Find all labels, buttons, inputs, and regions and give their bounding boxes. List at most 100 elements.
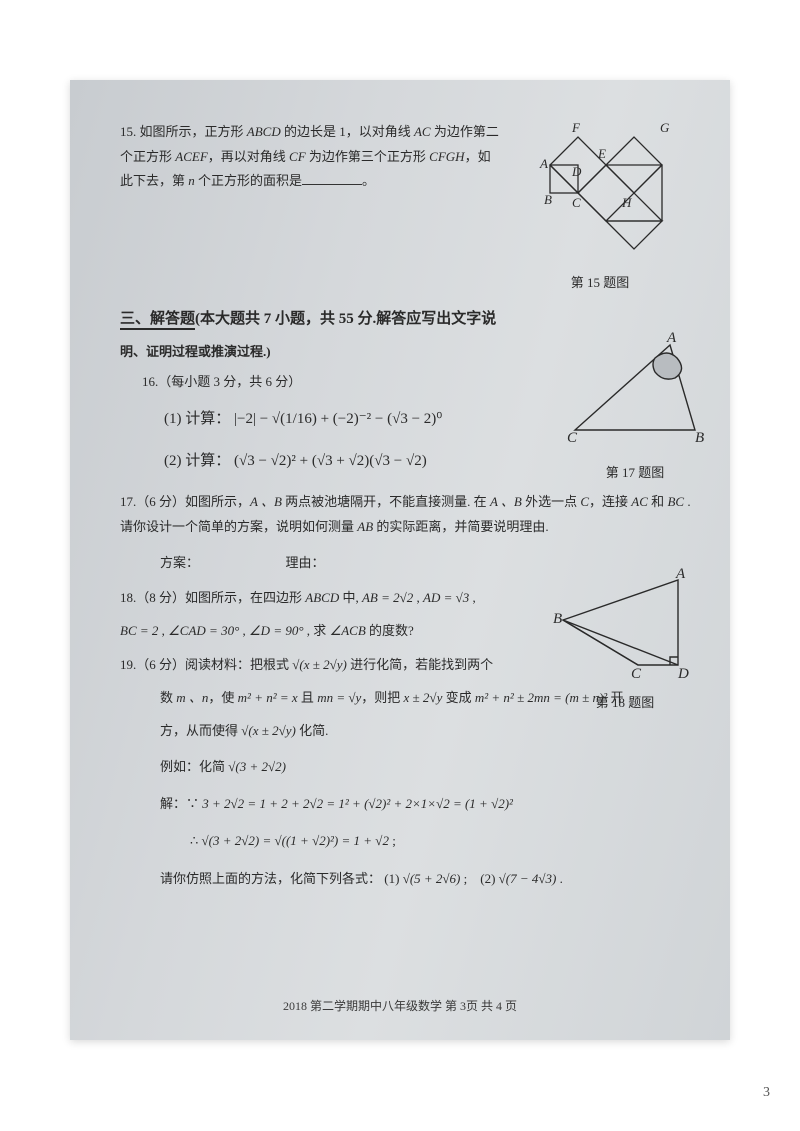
q18-b: 中, — [339, 590, 362, 605]
q17-i: 和 — [648, 494, 668, 509]
q19-t1f: √(5 + 2√6) — [403, 871, 461, 886]
lbl-A: A — [539, 156, 548, 171]
q17-b: A 、B — [250, 494, 282, 509]
q18-abcd: ABCD — [305, 590, 339, 605]
q18-acb: ∠ACB — [330, 623, 366, 638]
page-footer: 2018 第二学期期中八年级数学 第 3页 共 4 页 — [70, 995, 730, 1018]
lbl-D: D — [571, 164, 582, 179]
q15-figure: A B C D E F G H 第 15 题图 — [515, 110, 685, 295]
q15-caption: 第 15 题图 — [515, 271, 685, 296]
q19-t1l: (1) — [384, 871, 402, 886]
lbl-C: C — [572, 195, 581, 210]
question-18: 18.（8 分）如图所示，在四边形 ABCD 中, AB = 2√2 , AD … — [120, 586, 540, 643]
s3-a: 三、解答题 — [120, 311, 195, 330]
q15-period: 。 — [362, 173, 375, 188]
q19-f4: x ± 2√y — [404, 690, 443, 705]
q19-a: 19.（6 分）阅读材料：把根式 — [120, 657, 292, 672]
q17-f: C — [580, 494, 589, 509]
q19-i: 方，从而使得 — [160, 723, 241, 738]
question-17: 17.（6 分）如图所示，A 、B 两点被池塘隔开，不能直接测量. 在 A 、B… — [120, 490, 695, 539]
q15-ac: AC — [414, 124, 431, 139]
lbl-H: H — [621, 195, 632, 210]
lbl-B: B — [544, 192, 552, 207]
q15-t5: 为边作第三个正方形 — [306, 149, 430, 164]
q19-f3: mn = √y — [317, 690, 361, 705]
q19-exf: √(3 + 2√2) — [228, 759, 286, 774]
q18-h: 的度数? — [366, 623, 414, 638]
q18-B: B — [553, 611, 562, 627]
q19-g: 变成 — [442, 690, 475, 705]
q19-f1: √(x ± 2√y) — [292, 657, 347, 672]
q15-svg: A B C D E F G H — [520, 110, 680, 260]
q19-t2l: ; (2) — [460, 871, 498, 886]
q15-cfgh: CFGH — [429, 149, 464, 164]
q15-t4: ，再以对角线 — [208, 149, 289, 164]
q18-d90: ∠D = 90° — [249, 623, 304, 638]
q15-acef: ACEF — [175, 149, 208, 164]
q19-f6: √(x ± 2√y) — [241, 723, 296, 738]
q17-reason-label: 理由： — [286, 555, 325, 570]
q19-t2f: √(7 − 4√3) — [499, 871, 557, 886]
q19-tend: . — [556, 871, 563, 886]
lbl-F: F — [571, 120, 581, 135]
q19-task: 请你仿照上面的方法，化简下列各式： — [160, 871, 381, 886]
q17-l: AB — [357, 519, 373, 534]
q17-h: AC — [631, 494, 648, 509]
q18-f: , — [239, 623, 249, 638]
q18-bc: BC = 2 — [120, 623, 158, 638]
q18-cad: ∠CAD = 30° — [168, 623, 239, 638]
q18-caption: 第 18 题图 — [540, 691, 710, 716]
q18-g: , 求 — [304, 623, 330, 638]
q16-p1-f: |−2| − √(1/16) + (−2)⁻² − (√3 − 2)⁰ — [234, 411, 442, 427]
q19-mn: m 、n — [176, 690, 208, 705]
q17-scheme-label: 方案： — [160, 555, 199, 570]
q19-sola: 解：∵ — [160, 796, 202, 811]
q15-cf: CF — [289, 149, 306, 164]
q18-e: , — [158, 623, 168, 638]
q18-D: D — [677, 666, 689, 680]
q17-A: A — [666, 330, 677, 346]
q17-c: 两点被池塘隔开，不能直接测量. 在 — [282, 494, 490, 509]
q16-p2-label: (2) 计算： — [164, 453, 230, 469]
q17-B: B — [695, 430, 704, 446]
q18-A: A — [675, 566, 686, 582]
q15-t7: 个正方形的面积是 — [195, 173, 302, 188]
q18-ab: AB = 2√2 — [362, 590, 413, 605]
q16-p2: (2) 计算： (√3 − √2)² + (√3 + √2)(√3 − √2) — [164, 447, 695, 476]
q19-f2: m² + n² = x — [238, 690, 298, 705]
q17-d: A 、B — [490, 494, 522, 509]
q19-e: 且 — [298, 690, 318, 705]
q15-t1: 15. 如图所示，正方形 — [120, 124, 247, 139]
q18-c: , — [413, 590, 423, 605]
q16-header: 16.（每小题 3 分，共 6 分） — [142, 370, 695, 395]
s3-b: (本大题共 7 小题，共 55 分.解答应写出文字说 — [195, 311, 496, 327]
q16-p2-f: (√3 − √2)² + (√3 + √2)(√3 − √2) — [234, 453, 427, 469]
q19-solc: ; — [389, 833, 396, 848]
question-15: 15. 如图所示，正方形 ABCD 的边长是 1，以对角线 AC 为边作第二个正… — [120, 120, 695, 290]
q17-j: BC — [667, 494, 684, 509]
q17-e: 外选一点 — [522, 494, 581, 509]
question-16: 16.（每小题 3 分，共 6 分） (1) 计算： |−2| − √(1/16… — [120, 370, 695, 476]
q17-a: 17.（6 分）如图所示， — [120, 494, 250, 509]
q15-abcd: ABCD — [247, 124, 281, 139]
page-number: 3 — [763, 1085, 770, 1101]
q19-exl: 例如：化简 — [160, 759, 228, 774]
q16-p1: (1) 计算： |−2| − √(1/16) + (−2)⁻² − (√3 − … — [164, 405, 695, 434]
q18-d: , — [469, 590, 476, 605]
q15-text: 15. 如图所示，正方形 ABCD 的边长是 1，以对角线 AC 为边作第二个正… — [120, 120, 500, 194]
q18-svg: A B C D — [548, 565, 703, 680]
q16-p1-label: (1) 计算： — [164, 411, 230, 427]
q18-figure: A B C D 第 18 题图 — [540, 565, 710, 715]
q19-d: ，使 — [208, 690, 237, 705]
q17-g: ，连接 — [589, 494, 631, 509]
lbl-E: E — [597, 146, 606, 161]
q18-ad: AD = √3 — [423, 590, 469, 605]
q19-b: 进行化简，若能找到两个 — [347, 657, 493, 672]
q18-a: 18.（8 分）如图所示，在四边形 — [120, 590, 305, 605]
q15-t2: 的边长是 1，以对角线 — [281, 124, 414, 139]
lbl-G: G — [660, 120, 670, 135]
q19-solb: ∴ — [190, 833, 202, 848]
q15-blank — [302, 171, 362, 185]
q19-solf2: √(3 + 2√2) = √((1 + √2)²) = 1 + √2 — [202, 833, 389, 848]
q19-solf1: 3 + 2√2 = 1 + 2 + 2√2 = 1² + (√2)² + 2×1… — [202, 796, 513, 811]
